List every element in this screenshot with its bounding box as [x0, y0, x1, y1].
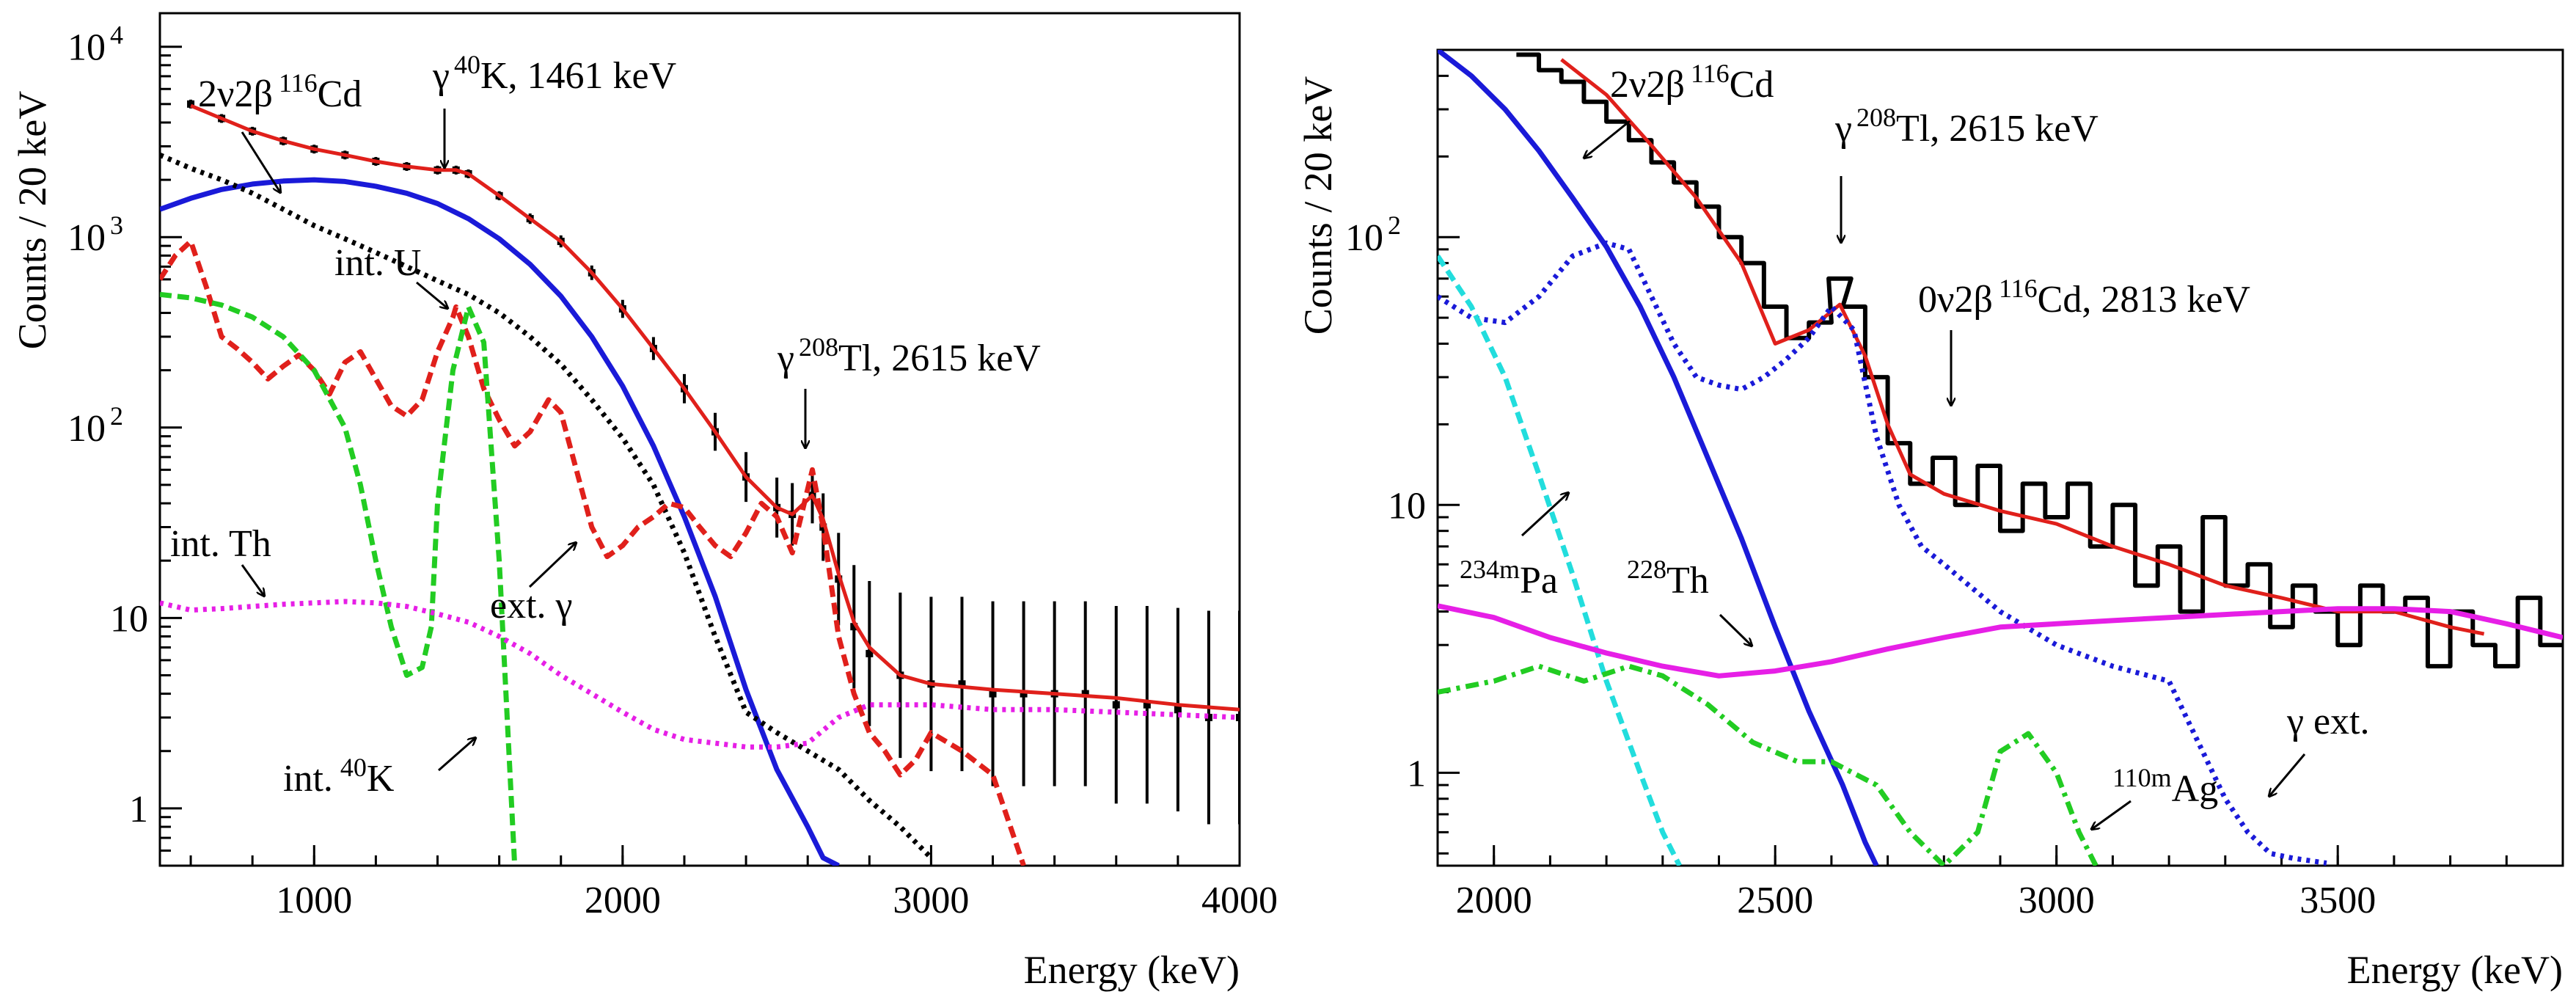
left-annotation-gamma-40k: γ 40K, 1461 keV — [432, 50, 676, 167]
right-annotation-228th: 228Th — [1627, 555, 1752, 646]
right-annotation-gamma-208tl: γ 208Tl, 2615 keV — [1834, 103, 2099, 242]
left-data-point — [1174, 706, 1182, 714]
left-annotation-int-th: int. Th — [170, 523, 271, 596]
right-series-data — [1516, 52, 2563, 669]
left-data-point — [187, 100, 195, 108]
right-plot-frame — [1436, 48, 2564, 867]
svg-text:int. U: int. U — [334, 242, 421, 284]
svg-text:int.40K: int. 40K — [283, 753, 395, 800]
left-x-axis-title: Energy (keV) — [1024, 948, 1240, 992]
right-y-tick-label: 10 2 — [1345, 211, 1401, 259]
svg-text:110mAg: 110mAg — [2112, 763, 2218, 810]
left-y-tick-label: 10 2 — [67, 401, 123, 450]
right-y-tick-label: 10 — [1388, 485, 1426, 527]
left-data-point — [989, 690, 997, 698]
left-series-int-u — [160, 153, 933, 860]
left-x-tick-label: 3000 — [893, 880, 969, 921]
right-x-tick-label: 2500 — [1737, 880, 1813, 921]
left-x-tick-label: 1000 — [276, 880, 352, 921]
left-data-point — [958, 680, 966, 688]
left-series-data — [187, 99, 1240, 825]
right-series-2-2-116cd — [1438, 50, 1879, 866]
left-y-tick-label: 10 — [110, 598, 148, 640]
left-series-2-2-116cd — [160, 177, 840, 866]
svg-text:234mPa: 234mPa — [1460, 555, 1558, 602]
right-series-110mag — [1438, 663, 2099, 866]
right-annotation-234mpa: 234mPa — [1460, 493, 1568, 602]
svg-text:228Th: 228Th — [1627, 555, 1709, 602]
left-series-int-40k — [160, 291, 518, 866]
left-y-tick-label: 1 — [129, 789, 148, 830]
right-series-fit — [1560, 58, 2485, 636]
left-data-point — [1081, 690, 1089, 698]
right-x-tick-label: 3000 — [2019, 880, 2095, 921]
left-x-tick-label: 2000 — [585, 880, 661, 921]
right-y-axis-title: Counts / 20 keV — [1296, 76, 1340, 335]
left-data-point — [866, 649, 874, 657]
left-data-point — [1112, 701, 1120, 709]
left-plot-frame — [158, 12, 1241, 867]
right-annotation-2v2b: 2ν2β 116Cd — [1584, 59, 1774, 158]
left-series-group — [160, 99, 1240, 866]
left-data-point — [1204, 714, 1212, 722]
left-data-point — [1020, 690, 1028, 698]
right-y-tick-label: 1 — [1407, 753, 1426, 795]
left-series-int-th — [160, 599, 1240, 750]
right-series--ext- — [1438, 240, 2327, 866]
left-annotation-gamma-208tl: γ 208Tl, 2615 keV — [777, 332, 1041, 448]
left-y-tick-label: 10 4 — [67, 21, 123, 69]
right-x-tick-label: 2000 — [1456, 880, 1532, 921]
left-data-point — [1236, 714, 1240, 722]
right-annotation-0v2b: 0ν2β 116Cd, 2813 keV — [1918, 274, 2250, 405]
right-annotation-110mag: 110mAg — [2092, 763, 2218, 829]
left-series-ext- — [160, 238, 1026, 866]
right-x-axis-title: Energy (keV) — [2347, 948, 2563, 992]
right-series-228th — [1438, 603, 2563, 679]
left-y-tick-label: 10 3 — [67, 211, 123, 259]
left-data-point — [1143, 701, 1151, 709]
left-annotation-ext-gamma: ext. γ — [490, 543, 576, 627]
right-annotation-gamma-ext: γ ext. — [2269, 701, 2370, 796]
right-x-tick-label: 3500 — [2299, 880, 2376, 921]
right-series-234mpa — [1438, 255, 1682, 866]
left-data-point — [850, 623, 858, 631]
left-y-axis-title: Counts / 20 keV — [10, 91, 54, 350]
svg-text:γ ext.: γ ext. — [2286, 701, 2370, 742]
left-annotation-int-40k: int. 40K — [283, 738, 475, 800]
left-annotation-int-u: int. U — [334, 242, 447, 308]
left-series-fit — [190, 103, 1240, 712]
svg-text:int. Th: int. Th — [170, 523, 271, 565]
right-series-group — [1438, 50, 2563, 866]
svg-text:ext. γ: ext. γ — [490, 585, 573, 627]
left-annotation-2v2b: 2ν2β 116Cd — [198, 68, 362, 192]
right-panel: 2000 2500 3000 3500 1 10 10 2 Counts / 20 keV E… — [1296, 48, 2564, 992]
left-x-tick-label: 4000 — [1201, 880, 1278, 921]
